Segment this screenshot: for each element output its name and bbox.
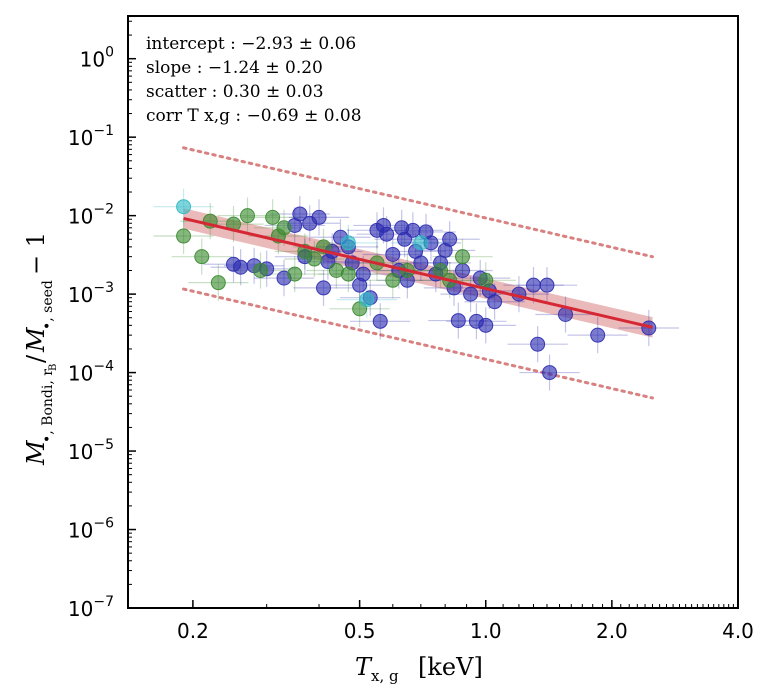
data-point-blue	[355, 266, 371, 282]
x-tick-label: 1.0	[470, 619, 502, 643]
data-point-blue	[372, 313, 388, 329]
scatter-bound-upper	[182, 146, 654, 259]
stats-line: slope : −1.24 ± 0.20	[146, 58, 323, 78]
data-point-blue	[487, 294, 503, 310]
x-tick-label: 0.2	[177, 619, 209, 643]
stats-line: scatter : 0.30 ± 0.03	[146, 82, 324, 102]
data-point-green	[306, 251, 322, 267]
y-tick-label: 10−5	[68, 437, 114, 464]
y-axis-label: M •, Bondi, r B / M •, seed − 1	[22, 232, 59, 466]
svg-text:•, Bondi, r: •, Bondi, r	[40, 369, 56, 443]
axis-ticks: 0.2 0.5 1.0 2.0 4.0 10−7 10−6 10−5 10−4 10−3 10−2 1…	[68, 20, 754, 643]
data-point-blue	[530, 336, 546, 352]
svg-text:[keV]: [keV]	[418, 653, 483, 681]
scatter-bounds	[182, 146, 654, 400]
data-point-green	[176, 228, 192, 244]
data-point-blue	[405, 222, 421, 238]
fit-line-segment	[183, 216, 653, 329]
data-points	[176, 199, 657, 381]
data-point-green	[276, 220, 292, 236]
data-point-green	[253, 262, 269, 278]
y-tick-label: 10−3	[68, 280, 114, 307]
svg-text:B: B	[48, 364, 59, 371]
data-point-green	[454, 249, 470, 265]
data-point-blue	[478, 317, 494, 333]
svg-text:M: M	[22, 326, 50, 353]
x-tick-label: 2.0	[596, 619, 628, 643]
stats-line: corr T x,g : −0.69 ± 0.08	[146, 106, 362, 126]
data-point-blue	[385, 246, 401, 262]
data-point-green	[210, 275, 226, 291]
data-point-blue	[413, 255, 429, 271]
svg-text:/: /	[22, 354, 50, 363]
data-point-blue	[539, 277, 555, 293]
data-point-blue	[590, 327, 606, 343]
data-point-green	[385, 272, 401, 288]
svg-text:•, seed: •, seed	[40, 280, 56, 330]
data-point-cyan	[413, 235, 429, 251]
data-point-blue	[311, 209, 327, 225]
data-point-green	[340, 266, 356, 282]
data-point-green	[194, 249, 210, 265]
svg-text:M: M	[22, 439, 50, 466]
stats-line: intercept : −2.93 ± 0.06	[146, 34, 356, 54]
data-point-blue	[463, 286, 479, 302]
stats-box: intercept : −2.93 ± 0.06 slope : −1.24 ± …	[146, 34, 362, 126]
y-tick-label: 100	[80, 45, 114, 72]
data-point-blue	[454, 262, 470, 278]
data-point-green	[287, 266, 303, 282]
y-tick-label: 10−2	[68, 202, 114, 229]
data-point-blue	[316, 280, 332, 296]
svg-text:T: T	[355, 653, 373, 681]
data-point-cyan	[359, 292, 375, 308]
data-point-green	[240, 208, 256, 224]
fit-line	[183, 216, 653, 329]
data-point-cyan	[176, 199, 192, 215]
y-tick-label: 10−6	[68, 516, 114, 543]
scatter-bound-lower	[182, 287, 654, 400]
data-point-blue	[525, 277, 541, 293]
y-tick-label: 10−4	[68, 359, 114, 386]
data-point-blue	[233, 259, 249, 275]
data-point-green	[265, 209, 281, 225]
x-tick-label: 4.0	[722, 619, 754, 643]
y-tick-label: 10−1	[68, 123, 114, 150]
data-point-blue	[442, 231, 458, 247]
svg-text:− 1: − 1	[22, 232, 50, 275]
data-point-blue	[450, 313, 466, 329]
x-axis-label: T x, g [keV]	[355, 653, 483, 685]
y-tick-label: 10−7	[68, 594, 114, 621]
data-point-green	[478, 272, 494, 288]
data-point-blue	[379, 226, 395, 242]
data-point-blue	[542, 365, 558, 381]
data-point-cyan	[340, 235, 356, 251]
svg-text:x, g: x, g	[371, 667, 399, 685]
x-tick-label: 0.5	[344, 619, 376, 643]
data-point-blue	[292, 206, 308, 222]
